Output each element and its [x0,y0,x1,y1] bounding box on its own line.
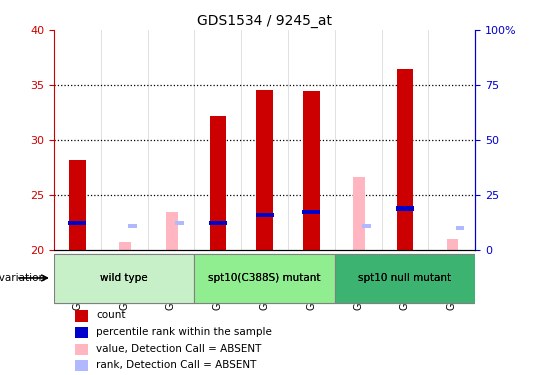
FancyBboxPatch shape [54,254,194,303]
Bar [129,224,137,228]
Bar [75,310,87,322]
Bar [210,116,226,251]
Text: spt10 null mutant: spt10 null mutant [359,273,451,283]
Text: wild type: wild type [100,273,148,283]
FancyBboxPatch shape [428,254,475,303]
Bar [456,226,464,230]
Bar [256,90,273,251]
FancyBboxPatch shape [54,254,101,303]
Bar [175,221,184,225]
Title: GDS1534 / 9245_at: GDS1534 / 9245_at [197,13,332,28]
Bar [119,242,131,250]
Bar [69,220,86,225]
Bar [69,160,85,250]
Text: spt10 null mutant: spt10 null mutant [359,273,451,283]
Text: value, Detection Call = ABSENT: value, Detection Call = ABSENT [96,344,261,354]
Bar [303,91,320,251]
FancyBboxPatch shape [101,254,147,303]
Bar [353,177,365,251]
Bar [396,206,414,211]
FancyBboxPatch shape [288,254,335,303]
Bar [397,69,413,251]
Bar [166,212,178,250]
FancyBboxPatch shape [335,254,475,303]
Text: count: count [96,310,126,320]
FancyBboxPatch shape [54,254,194,303]
Bar [255,213,274,217]
Bar [302,210,320,214]
FancyBboxPatch shape [147,254,194,303]
Bar [447,239,458,250]
Bar [75,360,87,371]
FancyBboxPatch shape [241,254,288,303]
Text: rank, Detection Call = ABSENT: rank, Detection Call = ABSENT [96,360,256,370]
Bar [75,344,87,355]
Bar [362,224,371,228]
Bar [75,327,87,338]
FancyBboxPatch shape [194,254,335,303]
FancyBboxPatch shape [194,254,241,303]
FancyBboxPatch shape [335,254,475,303]
Text: genotype/variation: genotype/variation [0,273,45,283]
Text: spt10(C388S) mutant: spt10(C388S) mutant [208,273,321,283]
Text: spt10(C388S) mutant: spt10(C388S) mutant [208,273,321,283]
FancyBboxPatch shape [335,254,382,303]
Text: wild type: wild type [100,273,148,283]
Bar [209,220,227,225]
FancyBboxPatch shape [382,254,428,303]
Text: percentile rank within the sample: percentile rank within the sample [96,327,272,337]
FancyBboxPatch shape [194,254,335,303]
